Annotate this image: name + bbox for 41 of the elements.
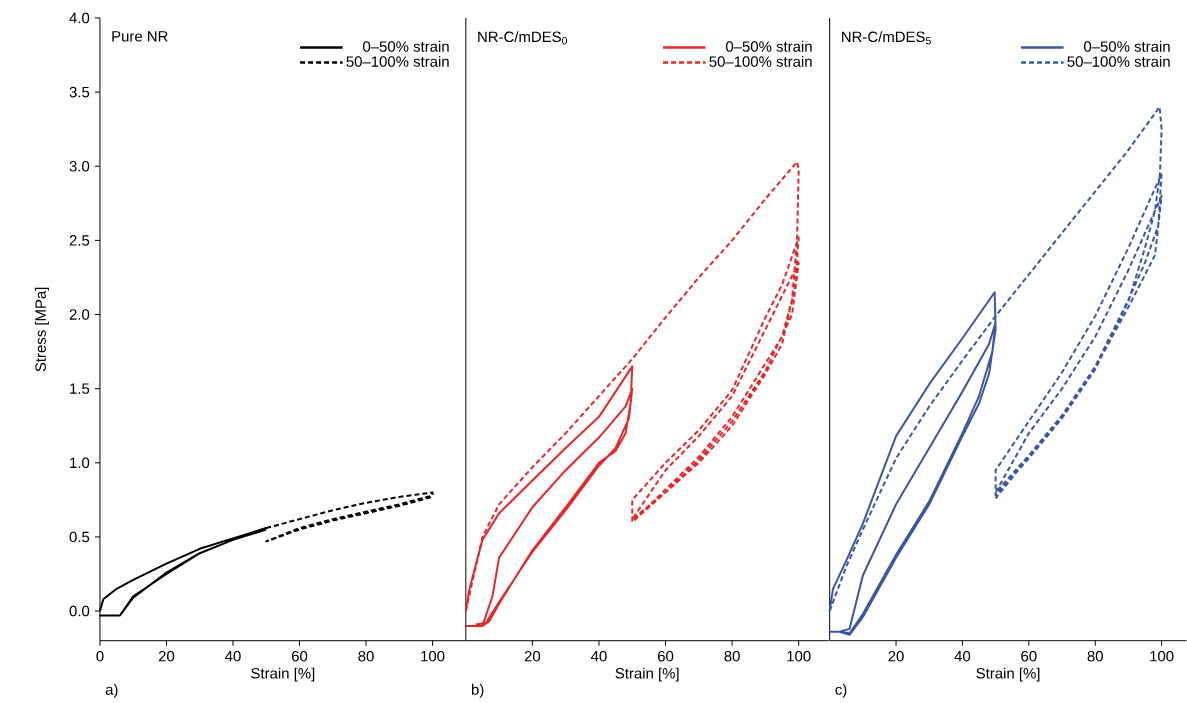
x-tick-label: 100 (787, 651, 811, 662)
x-tick-label: 0 (96, 651, 104, 662)
y-tick-label: 4.0 (69, 12, 90, 24)
text: c) (835, 683, 847, 698)
legend-label: 50–100% strain (709, 56, 812, 67)
text: b) (471, 683, 484, 698)
legend-label: 0–50% strain (1084, 40, 1170, 52)
y-tick-label: 1.0 (70, 457, 90, 469)
x-tick-label: 80 (1087, 651, 1103, 662)
x-tick-label: 60 (658, 651, 674, 662)
y-tick-label: 3.5 (69, 86, 90, 98)
text: NR-C/mDES$_{5}$ (842, 31, 931, 45)
y-tick-label: 2.0 (69, 309, 90, 320)
y-axis-title: Stress [MPa] (34, 287, 49, 372)
x-axis-title: Strain [%] (976, 667, 1040, 682)
x-tick-label: 100 (1150, 651, 1174, 662)
y-tick-label: 0.5 (69, 531, 90, 543)
text: NR-C/mDES$_{0}$ (478, 31, 568, 45)
text: Pure NR (112, 31, 168, 42)
legend-label: 0–50% strain (725, 40, 812, 52)
x-tick-label: 60 (1021, 651, 1037, 662)
x-tick-label: 40 (591, 651, 607, 662)
x-tick-label: 20 (158, 651, 175, 662)
x-tick-label: 80 (358, 651, 374, 662)
x-tick-label: 20 (888, 651, 904, 662)
x-tick-label: 20 (524, 651, 541, 662)
x-axis-title: Strain [%] (615, 667, 679, 682)
x-tick-label: 40 (954, 651, 971, 662)
x-tick-label: 100 (421, 651, 445, 662)
x-tick-label: 40 (225, 651, 241, 662)
x-tick-label: 80 (724, 651, 740, 662)
x-tick-label: 60 (291, 651, 308, 662)
legend-label: 50–100% strain (1067, 56, 1170, 67)
y-tick-label: 1.5 (70, 383, 90, 394)
y-tick-label: 3.0 (69, 161, 90, 172)
y-tick-label: 0.0 (69, 605, 90, 617)
x-axis-title: Strain [%] (251, 667, 315, 682)
text: a) (105, 683, 118, 698)
y-tick-label: 2.5 (69, 235, 90, 246)
legend-label: 50–100% strain (346, 56, 449, 67)
legend-label: 0–50% strain (363, 40, 449, 52)
